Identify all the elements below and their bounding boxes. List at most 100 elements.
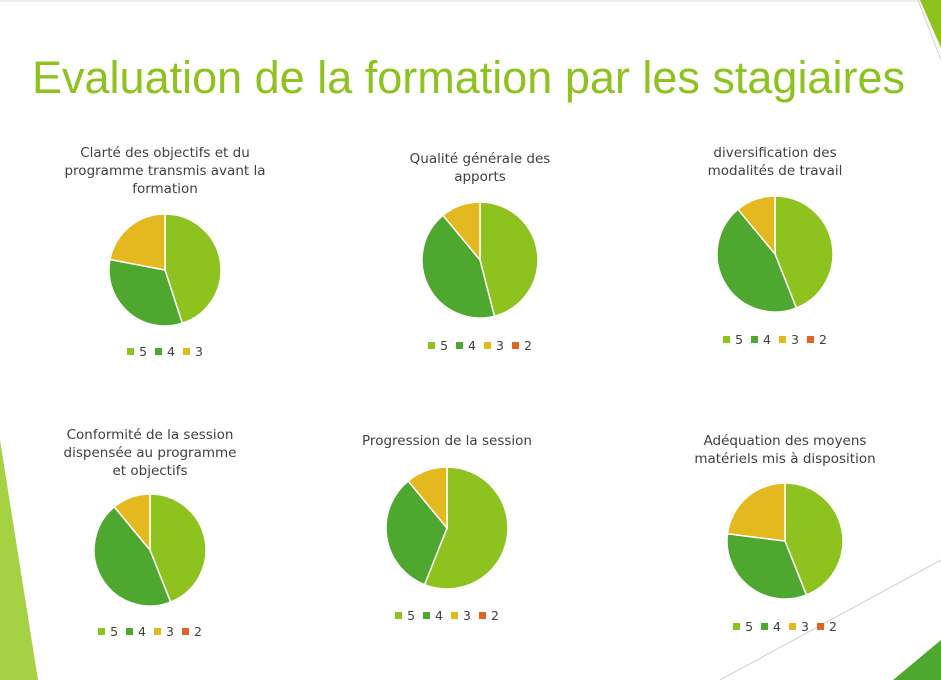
legend-label: 3 bbox=[166, 624, 174, 639]
pie-slice-5 bbox=[774, 195, 834, 309]
pie-chart-1: Clarté des objectifs et du programme tra… bbox=[55, 144, 275, 384]
chart-legend: 5 4 3 2 bbox=[665, 619, 905, 634]
legend-swatch bbox=[789, 623, 796, 630]
pie bbox=[93, 493, 207, 607]
pie-slice-4 bbox=[726, 532, 808, 600]
legend-swatch bbox=[511, 342, 519, 349]
chart-legend: 5 4 3 bbox=[55, 344, 275, 359]
legend-item: 2 bbox=[478, 608, 499, 623]
legend-label: 2 bbox=[193, 624, 202, 639]
legend-item: 2 bbox=[181, 624, 202, 639]
chart-legend: 5 4 3 2 bbox=[40, 624, 260, 639]
chart-title: Progression de la session bbox=[362, 433, 532, 449]
pie-slice-4 bbox=[385, 479, 448, 586]
pie-slice-3 bbox=[726, 482, 786, 542]
pie-slice-3 bbox=[441, 201, 481, 263]
legend-item: 4 bbox=[155, 344, 175, 359]
legend-item: 4 bbox=[761, 619, 781, 634]
legend-item: 2 bbox=[511, 338, 532, 353]
legend-label: 5 bbox=[139, 344, 148, 359]
legend-swatch bbox=[761, 623, 769, 630]
pie-slice-3 bbox=[407, 466, 448, 531]
pie bbox=[716, 195, 834, 313]
chart-title: Clarté des objectifs et du programme tra… bbox=[64, 145, 266, 197]
pie-slice-3 bbox=[736, 195, 776, 257]
pie-slice-5 bbox=[149, 493, 207, 604]
legend-label: 5 bbox=[110, 624, 119, 639]
legend-item: 4 bbox=[126, 624, 146, 639]
legend-label: 3 bbox=[496, 338, 504, 353]
legend-swatch bbox=[806, 336, 814, 343]
chart-legend: 5 4 3 2 bbox=[337, 608, 557, 623]
pie-slice-4 bbox=[108, 258, 184, 327]
legend-label: 3 bbox=[194, 344, 203, 359]
chart-title: diversification des modalités de travail bbox=[707, 145, 843, 179]
legend-label: 4 bbox=[138, 624, 146, 639]
legend-swatch bbox=[733, 623, 741, 630]
pie-chart-5: Progression de la session 5 4 3 2 bbox=[337, 432, 557, 672]
pie bbox=[421, 201, 539, 319]
legend-swatch bbox=[154, 628, 161, 635]
legend-label: 3 bbox=[463, 608, 471, 623]
legend-label: 5 bbox=[440, 338, 449, 353]
legend-item: 3 bbox=[779, 332, 799, 347]
legend-item: 5 bbox=[395, 608, 415, 623]
pie bbox=[385, 466, 509, 590]
pie-chart-2: Qualité générale des apports 5 4 3 2 bbox=[370, 150, 590, 390]
legend-label: 2 bbox=[828, 619, 837, 634]
chart-title: Qualité générale des apports bbox=[409, 151, 551, 185]
legend-label: 5 bbox=[407, 608, 416, 623]
pie-slice-4 bbox=[421, 214, 496, 319]
legend-label: 2 bbox=[818, 332, 827, 347]
pie-slice-5 bbox=[784, 482, 844, 596]
pie-slice-5 bbox=[479, 201, 539, 318]
pie-slice-5 bbox=[164, 213, 222, 325]
legend-item: 5 bbox=[98, 624, 118, 639]
legend-label: 3 bbox=[801, 619, 809, 634]
legend-swatch bbox=[127, 348, 135, 355]
legend-swatch bbox=[779, 336, 786, 343]
pie-chart-6: Adéquation des moyens matériels mis à di… bbox=[665, 432, 905, 672]
legend-swatch bbox=[155, 348, 163, 355]
legend-swatch bbox=[456, 342, 464, 349]
legend-item: 2 bbox=[806, 332, 827, 347]
pie-chart-3: diversification des modalités de travail… bbox=[665, 144, 885, 384]
legend-label: 4 bbox=[435, 608, 443, 623]
legend-item: 3 bbox=[484, 338, 504, 353]
legend-label: 2 bbox=[490, 608, 499, 623]
legend-swatch bbox=[816, 623, 824, 630]
pie-slice-3 bbox=[109, 213, 166, 271]
legend-item: 4 bbox=[423, 608, 443, 623]
legend-label: 4 bbox=[167, 344, 175, 359]
legend-item: 5 bbox=[723, 332, 743, 347]
legend-item: 3 bbox=[182, 344, 203, 359]
legend-swatch bbox=[723, 336, 731, 343]
legend-swatch bbox=[395, 612, 403, 619]
pie-slice-5 bbox=[423, 466, 509, 590]
pie bbox=[726, 482, 844, 600]
legend-label: 3 bbox=[791, 332, 799, 347]
chart-title: Adéquation des moyens matériels mis à di… bbox=[694, 433, 876, 467]
chart-legend: 5 4 3 2 bbox=[665, 332, 885, 347]
legend-item: 3 bbox=[789, 619, 809, 634]
chart-legend: 5 4 3 2 bbox=[370, 338, 590, 353]
legend-item: 4 bbox=[456, 338, 476, 353]
legend-swatch bbox=[423, 612, 431, 619]
legend-item: 3 bbox=[451, 608, 471, 623]
legend-swatch bbox=[478, 612, 486, 619]
legend-item: 3 bbox=[154, 624, 174, 639]
legend-item: 4 bbox=[751, 332, 771, 347]
legend-swatch bbox=[126, 628, 134, 635]
legend-swatch bbox=[451, 612, 458, 619]
slide-title: Evaluation de la formation par les stagi… bbox=[32, 52, 905, 103]
legend-label: 4 bbox=[468, 338, 476, 353]
legend-swatch bbox=[428, 342, 436, 349]
legend-swatch bbox=[181, 628, 189, 635]
legend-item: 5 bbox=[127, 344, 147, 359]
legend-swatch bbox=[182, 348, 190, 355]
pie-slice-3 bbox=[113, 493, 151, 553]
legend-swatch bbox=[98, 628, 106, 635]
pie-slice-4 bbox=[93, 505, 172, 607]
legend-label: 4 bbox=[763, 332, 771, 347]
